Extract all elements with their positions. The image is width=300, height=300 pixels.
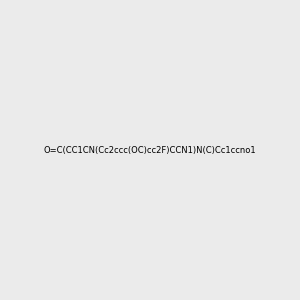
Text: O=C(CC1CN(Cc2ccc(OC)cc2F)CCN1)N(C)Cc1ccno1: O=C(CC1CN(Cc2ccc(OC)cc2F)CCN1)N(C)Cc1ccn… [44, 146, 256, 154]
